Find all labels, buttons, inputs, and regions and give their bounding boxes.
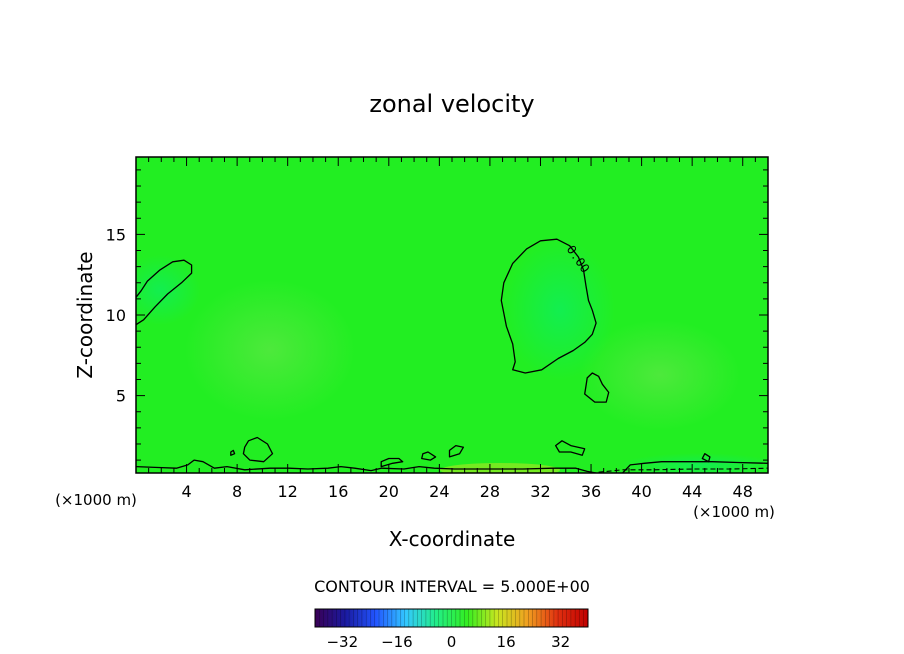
shade-patch [505,240,615,380]
contour-lines [136,238,768,473]
shade-patch [185,280,355,420]
colorbar-tick-label: 16 [497,633,516,651]
x-tick-label: 28 [480,482,500,501]
colorbar-tick-label: 32 [551,633,570,651]
x-tick-label: 16 [328,482,348,501]
shade-patch [580,320,740,430]
colorbar-frame [314,608,589,628]
x-unit-label-left: (×1000 m) [55,491,137,509]
x-tick-label: 8 [232,482,242,501]
contour-dashed-bottom [598,467,768,473]
x-tick-label: 4 [181,482,191,501]
field-shading [136,240,768,473]
colorbar-stripes [318,609,585,627]
chart-title: zonal velocity [369,90,534,118]
x-tick-label: 36 [581,482,601,501]
colorbar-tick-label: −32 [326,633,358,651]
x-tick-label: 40 [631,482,651,501]
contour-bottom-boundary [136,459,597,473]
y-tick-label: 5 [116,387,126,406]
x-unit-label-right: (×1000 m) [693,503,775,521]
contour-small-cell-g [701,453,711,463]
x-tick-label: 20 [379,482,399,501]
contour-label-char: . [569,250,583,261]
contour-small-cell-b [242,436,274,463]
contour-bottom-right [622,461,768,473]
contour-central-vortex [500,238,597,374]
shade-patch [440,463,560,473]
y-axis-label: Z-coordinate [73,251,97,378]
contour-interval-label: CONTOUR INTERVAL = 5.000E+00 [314,577,590,596]
shade-patch [136,255,200,325]
x-axis-ticks: 4 8 12 16 20 24 28 32 36 40 44 48 [148,157,756,501]
contour-left-vortex [136,259,193,326]
y-tick-label: 10 [106,306,126,325]
colorbar-gradient [315,609,588,627]
colorbar-ticks: −32 −16 0 16 32 [326,633,570,651]
x-tick-label: 32 [530,482,550,501]
contour-small-cell-e [421,451,437,461]
contour-small-cell-d [448,444,465,458]
contour-small-cell-c [554,440,586,456]
contour-small-cell-h [230,449,236,456]
x-tick-label: 24 [429,482,449,501]
x-tick-label: 12 [278,482,298,501]
y-tick-label: 15 [106,225,126,244]
x-tick-label: 48 [733,482,753,501]
contour-small-cell-f [380,457,404,468]
colorbar: −32 −16 0 16 32 [314,608,589,651]
colorbar-tick-label: 0 [447,633,457,651]
x-axis-label: X-coordinate [389,527,516,551]
colorbar-tick-label: −16 [381,633,413,651]
y-axis-ticks: 5 10 15 [106,169,768,461]
contour-small-cell-a [584,372,610,403]
x-tick-label: 44 [682,482,702,501]
shade-patch [620,453,768,473]
